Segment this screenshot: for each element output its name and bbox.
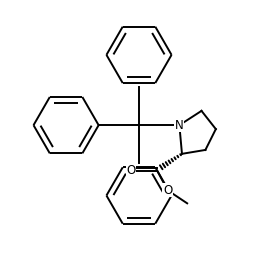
Text: O: O	[163, 184, 172, 197]
Text: N: N	[175, 119, 184, 132]
Text: O: O	[126, 164, 136, 177]
